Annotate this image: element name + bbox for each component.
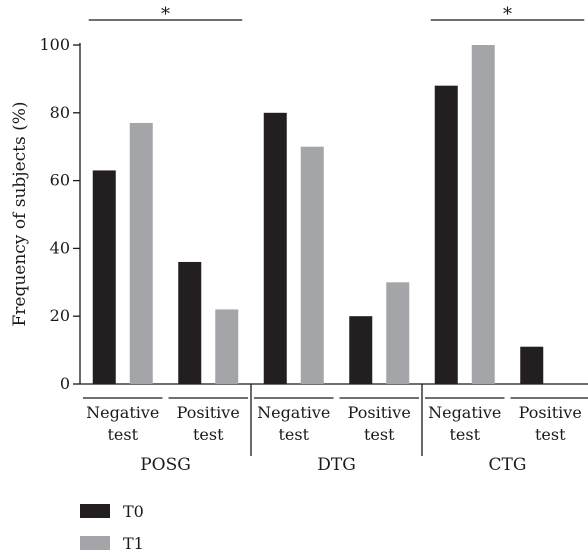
- legend-swatch-t0: [80, 504, 110, 518]
- bar-t1: [215, 309, 239, 384]
- significance-star: *: [161, 4, 170, 25]
- category-label: Positive: [177, 403, 240, 422]
- category-label: test: [535, 425, 566, 444]
- y-tick-label: 0: [60, 374, 70, 393]
- significance-star: *: [503, 4, 512, 25]
- legend-label-t1: T1: [123, 534, 144, 553]
- y-axis-title: Frequency of subjects (%): [10, 101, 30, 326]
- category-label: test: [278, 425, 309, 444]
- bar-t0: [434, 85, 458, 385]
- category-label: Positive: [348, 403, 411, 422]
- bar-t0: [520, 346, 544, 384]
- x-category-labels: NegativetestPositivetestPOSGNegativetest…: [83, 384, 588, 475]
- y-tick-label: 100: [39, 35, 70, 54]
- axes: 0 20 40 60 80 100: [39, 35, 588, 393]
- group-label: POSG: [140, 455, 191, 475]
- category-label: Positive: [519, 403, 582, 422]
- y-tick-label: 20: [50, 306, 70, 325]
- significance-markers: * *: [88, 4, 585, 25]
- category-label: Negative: [257, 403, 330, 422]
- bar-t0: [178, 261, 202, 384]
- category-label: Negative: [86, 403, 159, 422]
- group-label: CTG: [489, 455, 527, 475]
- category-label: test: [364, 425, 395, 444]
- bar-t1: [471, 45, 495, 384]
- legend: T0 T1: [80, 502, 144, 553]
- y-tick-label: 80: [50, 103, 70, 122]
- y-tick-label: 40: [50, 238, 70, 257]
- bars: [92, 45, 544, 385]
- group-label: DTG: [317, 455, 356, 475]
- category-label: test: [449, 425, 480, 444]
- bar-t0: [349, 316, 373, 384]
- category-label: test: [193, 425, 224, 444]
- bar-t1: [386, 282, 410, 384]
- category-label: test: [107, 425, 138, 444]
- legend-swatch-t1: [80, 536, 110, 550]
- legend-label-t0: T0: [123, 502, 144, 521]
- bar-t1: [300, 146, 324, 384]
- category-label: Negative: [428, 403, 501, 422]
- bar-t0: [263, 112, 287, 385]
- bar-t0: [92, 170, 116, 384]
- bar-t1: [129, 122, 153, 384]
- y-tick-label: 60: [50, 171, 70, 190]
